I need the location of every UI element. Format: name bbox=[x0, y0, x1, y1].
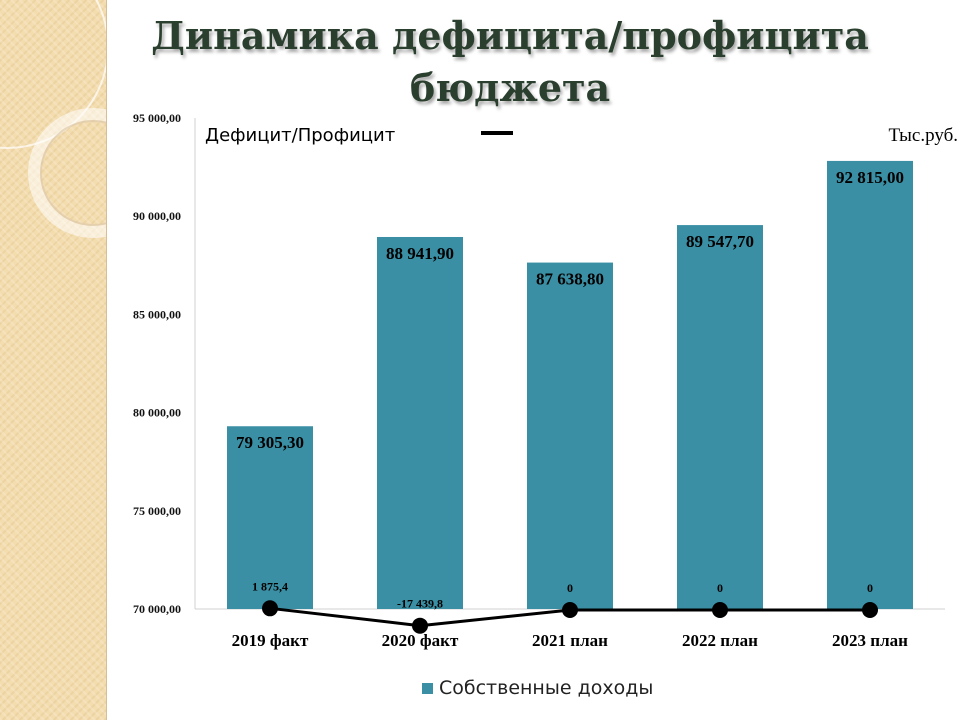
unit-label: Тыс.руб. bbox=[888, 125, 958, 146]
bar bbox=[527, 262, 613, 609]
deficit-point bbox=[262, 600, 278, 617]
bar bbox=[377, 236, 463, 609]
bar-data-label: 88 941,90 bbox=[386, 244, 454, 263]
deficit-point bbox=[862, 602, 878, 618]
y-tick-label: 85 000,00 bbox=[133, 307, 181, 321]
deficit-data-label: 0 bbox=[567, 581, 573, 595]
legend-label: Собственные доходы bbox=[439, 677, 654, 699]
y-tick-label: 80 000,00 bbox=[133, 406, 181, 420]
x-tick-label: 2022 план bbox=[682, 631, 758, 650]
bar-data-label: 87 638,80 bbox=[536, 270, 604, 289]
x-tick-label: 2023 план bbox=[832, 631, 908, 650]
x-tick-label: 2021 план bbox=[532, 631, 608, 650]
deficit-point bbox=[562, 602, 578, 618]
deficit-data-label: 0 bbox=[867, 581, 873, 595]
y-tick-label: 90 000,00 bbox=[133, 209, 181, 223]
legend-swatch bbox=[422, 682, 433, 694]
y-tick-label: 95 000,00 bbox=[133, 111, 181, 125]
x-tick-label: 2019 факт bbox=[232, 631, 309, 650]
deficit-data-label: 0 bbox=[717, 581, 723, 595]
y-tick-label: 70 000,00 bbox=[133, 602, 181, 616]
sidebar-divider bbox=[106, 0, 107, 720]
bar-data-label: 89 547,70 bbox=[686, 232, 754, 251]
deficit-data-label: 1 875,4 bbox=[252, 579, 288, 593]
deficit-data-label: -17 439,8 bbox=[397, 597, 443, 611]
bar bbox=[827, 160, 913, 610]
x-tick-label: 2020 факт bbox=[382, 631, 459, 650]
chart-legend: Собственные доходы bbox=[422, 676, 653, 700]
y-tick-label: 75 000,00 bbox=[133, 504, 181, 518]
slide-title: Динамика дефицита/профицита бюджета bbox=[151, 13, 869, 110]
bar-data-label: 92 815,00 bbox=[836, 168, 904, 187]
bar bbox=[227, 426, 313, 609]
deficit-point bbox=[412, 617, 428, 634]
decorative-sidebar bbox=[0, 0, 106, 720]
bar-data-label: 79 305,30 bbox=[236, 433, 304, 452]
bar bbox=[677, 225, 763, 609]
deficit-surplus-label: Дефицит/Профицит bbox=[205, 125, 395, 146]
deficit-point bbox=[712, 602, 728, 618]
